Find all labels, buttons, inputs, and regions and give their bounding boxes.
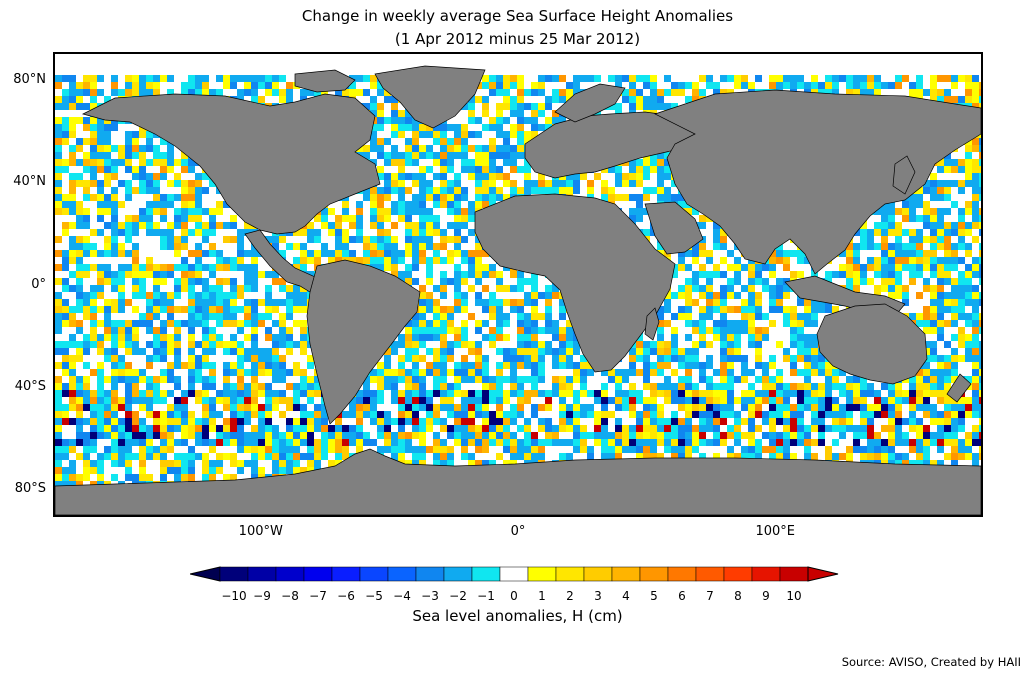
colorbar-swatch	[331, 566, 361, 582]
colorbar-tick-label: 8	[734, 589, 742, 603]
map-title: Change in weekly average Sea Surface Hei…	[301, 7, 734, 25]
colorbar-tick-label: −2	[449, 589, 467, 603]
land-antarctica	[55, 448, 981, 515]
colorbar-swatch	[583, 566, 613, 582]
colorbar-swatch	[303, 566, 333, 582]
lon-tick-label: 0°	[510, 524, 526, 539]
land-south-america	[306, 259, 421, 425]
land-europe	[524, 111, 696, 179]
lat-tick-label: 40°S	[14, 378, 46, 394]
land-africa	[474, 193, 676, 373]
land-japan	[892, 155, 916, 195]
colorbar-tick-label: 7	[706, 589, 714, 603]
map-canvas	[55, 65, 981, 515]
colorbar-tick-label: 10	[786, 589, 802, 603]
colorbar-swatch	[527, 566, 557, 582]
colorbar-tick-label: 6	[678, 589, 686, 603]
land-north-america	[82, 93, 381, 293]
colorbar-under-triangle	[190, 566, 221, 582]
lat-tick-label: 40°N	[13, 174, 46, 190]
colorbar-swatch	[443, 566, 473, 582]
colorbar-swatch	[779, 566, 809, 582]
colorbar-tick-label: 4	[622, 589, 630, 603]
source-credit: Source: AVISO, Created by HAII	[841, 655, 1021, 669]
colorbar-swatch	[275, 566, 305, 582]
lon-tick-label: 100°E	[755, 524, 795, 539]
colorbar-tick-label: −5	[365, 589, 383, 603]
land-australia	[816, 303, 928, 385]
colorbar-tick-label: −10	[221, 589, 247, 603]
colorbar-swatch	[387, 566, 417, 582]
land-masses	[55, 65, 981, 515]
lat-tick-label: 80°N	[13, 71, 46, 87]
colorbar-swatch	[555, 566, 585, 582]
colorbar-tick-label: −3	[421, 589, 439, 603]
land-arabia	[644, 201, 704, 255]
colorbar-tick-label: −8	[281, 589, 299, 603]
land-scandinavia	[554, 83, 626, 123]
colorbar-tick-label: −7	[309, 589, 327, 603]
colorbar-swatch	[499, 566, 529, 582]
map-subtitle: (1 Apr 2012 minus 25 Mar 2012)	[394, 30, 641, 48]
colorbar-swatch	[695, 566, 725, 582]
colorbar-swatch	[359, 566, 389, 582]
lat-tick-label: 0°	[31, 276, 46, 292]
colorbar-over-triangle	[807, 566, 839, 582]
land-arctic-islands	[294, 69, 356, 93]
colorbar-tick-label: 9	[762, 589, 770, 603]
colorbar-tick-label: −4	[393, 589, 411, 603]
colorbar-tick-label: 0	[510, 589, 518, 603]
colorbar-swatch	[667, 566, 697, 582]
colorbar-swatch	[415, 566, 445, 582]
land-greenland	[374, 65, 486, 129]
land-new-zealand	[946, 373, 972, 403]
land-asia	[654, 89, 981, 275]
colorbar-swatch	[611, 566, 641, 582]
colorbar-label: Sea level anomalies, H (cm)	[412, 607, 623, 625]
colorbar-tick-label: −9	[253, 589, 271, 603]
colorbar-tick-label: 2	[566, 589, 574, 603]
colorbar-swatch	[471, 566, 501, 582]
land-madagascar	[644, 307, 660, 341]
colorbar-tick-label: 5	[650, 589, 658, 603]
lat-tick-label: 80°S	[14, 481, 46, 497]
colorbar-swatch	[219, 566, 249, 582]
colorbar-tick-label: 1	[538, 589, 546, 603]
colorbar	[190, 566, 839, 582]
lon-tick-label: 100°W	[238, 524, 283, 539]
colorbar-swatch	[723, 566, 753, 582]
colorbar-tick-label: 3	[594, 589, 602, 603]
colorbar-tick-label: −6	[337, 589, 355, 603]
world-map	[53, 52, 983, 517]
colorbar-swatch	[247, 566, 277, 582]
colorbar-swatch	[639, 566, 669, 582]
colorbar-tick-label: −1	[477, 589, 495, 603]
colorbar-swatch	[751, 566, 781, 582]
